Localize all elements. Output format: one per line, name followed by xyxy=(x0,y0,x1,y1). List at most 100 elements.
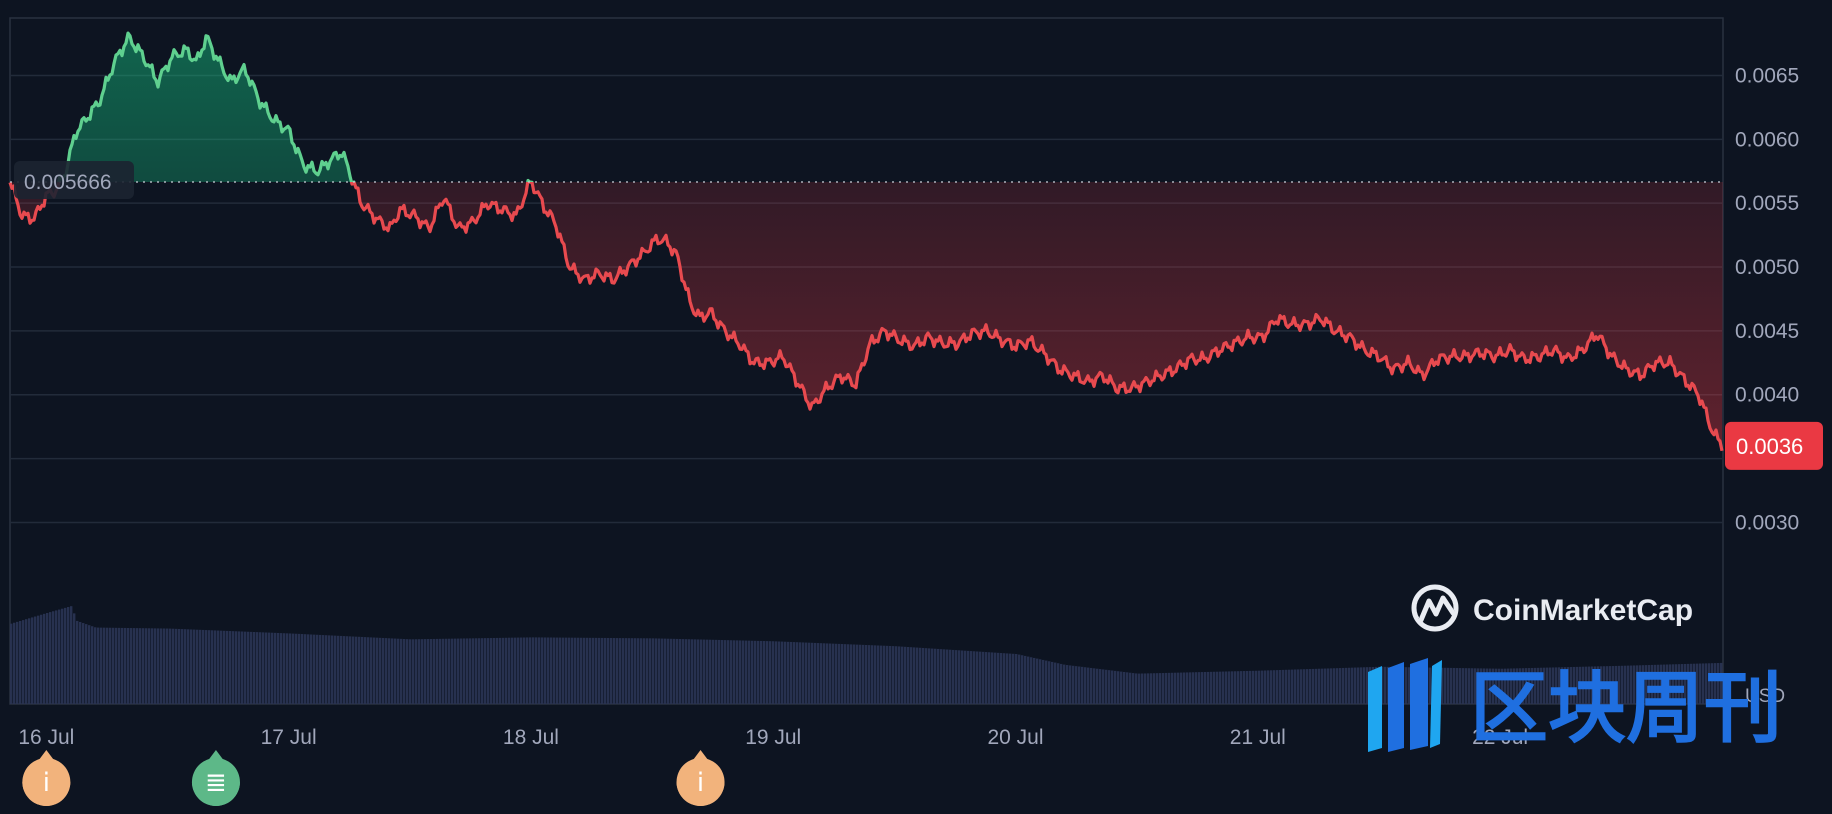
volume-bar xyxy=(649,638,652,704)
volume-bar xyxy=(1450,667,1453,704)
volume-bar xyxy=(1258,670,1261,704)
volume-bar xyxy=(415,639,418,704)
volume-bar xyxy=(55,610,58,704)
volume-bar xyxy=(820,643,823,704)
volume-bar xyxy=(700,639,703,704)
volume-bar xyxy=(1543,667,1546,704)
volume-bar xyxy=(1060,663,1063,704)
volume-bar xyxy=(739,640,742,704)
volume-bar xyxy=(775,641,778,704)
volume-bar xyxy=(547,637,550,704)
volume-bar xyxy=(259,632,262,704)
volume-bar xyxy=(1693,663,1696,704)
volume-bar xyxy=(1345,667,1348,704)
coinmarketcap-watermark: CoinMarketCap xyxy=(1411,584,1693,632)
volume-bar xyxy=(277,632,280,704)
volume-bar xyxy=(298,633,301,704)
volume-bar xyxy=(1120,671,1123,704)
volume-bar xyxy=(535,637,538,704)
volume-bar xyxy=(1612,666,1615,704)
volume-bar xyxy=(1183,672,1186,704)
volume-bar xyxy=(1027,656,1030,704)
volume-bar xyxy=(694,639,697,704)
volume-bar xyxy=(463,638,466,704)
volume-bar xyxy=(214,630,217,704)
volume-bar xyxy=(439,638,442,704)
volume-bar xyxy=(1525,668,1528,704)
volume-bar xyxy=(745,640,748,704)
volume-bar xyxy=(1150,673,1153,704)
volume-bar xyxy=(988,652,991,704)
volume-bar xyxy=(256,632,259,704)
price-area-above-open xyxy=(58,33,530,182)
volume-bar xyxy=(43,613,46,704)
volume-bar xyxy=(1201,672,1204,704)
volume-bar xyxy=(985,652,988,704)
volume-bar xyxy=(1162,673,1165,704)
volume-bar xyxy=(517,637,520,704)
volume-bar xyxy=(1204,671,1207,704)
volume-bar xyxy=(1483,668,1486,704)
volume-bar xyxy=(1342,667,1345,704)
volume-bar xyxy=(943,649,946,704)
volume-bar xyxy=(1246,670,1249,704)
volume-bar xyxy=(1717,663,1720,704)
volume-bar xyxy=(70,606,73,704)
volume-bar xyxy=(76,620,79,704)
volume-bar xyxy=(115,627,118,704)
volume-bar xyxy=(1501,668,1504,704)
volume-bar xyxy=(901,646,904,704)
volume-bar xyxy=(82,623,85,704)
volume-bar xyxy=(484,638,487,704)
volume-bar xyxy=(1141,673,1144,704)
volume-bar xyxy=(1324,668,1327,704)
volume-bar xyxy=(490,638,493,704)
volume-bar xyxy=(271,632,274,704)
volume-bar xyxy=(514,637,517,704)
volume-bar xyxy=(919,647,922,704)
volume-bar xyxy=(1321,668,1324,704)
volume-bar xyxy=(571,637,574,704)
volume-bar xyxy=(436,638,439,704)
volume-bar xyxy=(892,646,895,704)
volume-bar xyxy=(1675,664,1678,704)
volume-bar xyxy=(181,629,184,704)
volume-bar xyxy=(166,628,169,704)
volume-bar xyxy=(556,637,559,704)
volume-bar xyxy=(145,628,148,704)
volume-bar xyxy=(760,640,763,704)
x-tick-label: 19 Jul xyxy=(745,726,801,749)
volume-bar xyxy=(619,638,622,704)
volume-bar xyxy=(835,643,838,704)
coinmarketcap-logo-icon xyxy=(1411,584,1459,632)
volume-bar xyxy=(562,637,565,704)
volume-bar xyxy=(1255,670,1258,704)
volume-bar xyxy=(364,637,367,704)
volume-bar xyxy=(1171,672,1174,704)
volume-bar xyxy=(979,651,982,704)
volume-bar xyxy=(1348,667,1351,704)
volume-bar xyxy=(1603,666,1606,704)
volume-bar xyxy=(898,646,901,704)
volume-bar xyxy=(1507,668,1510,704)
volume-bar xyxy=(1318,668,1321,704)
volume-bar xyxy=(289,633,292,704)
volume-bar xyxy=(397,638,400,704)
volume-bar xyxy=(340,635,343,704)
volume-bar xyxy=(385,638,388,704)
volume-bar xyxy=(925,648,928,704)
volume-bar xyxy=(1177,672,1180,704)
volume-bar xyxy=(1015,653,1018,704)
volume-bar xyxy=(1033,657,1036,704)
volume-bar xyxy=(1000,653,1003,704)
volume-bar xyxy=(310,634,313,704)
volume-bar xyxy=(1549,667,1552,704)
volume-bar xyxy=(1708,663,1711,704)
volume-bar xyxy=(1144,673,1147,704)
volume-bar xyxy=(1720,662,1723,704)
volume-bar xyxy=(1156,673,1159,704)
volume-bar xyxy=(829,643,832,704)
volume-bar xyxy=(541,637,544,704)
volume-bar xyxy=(334,635,337,704)
